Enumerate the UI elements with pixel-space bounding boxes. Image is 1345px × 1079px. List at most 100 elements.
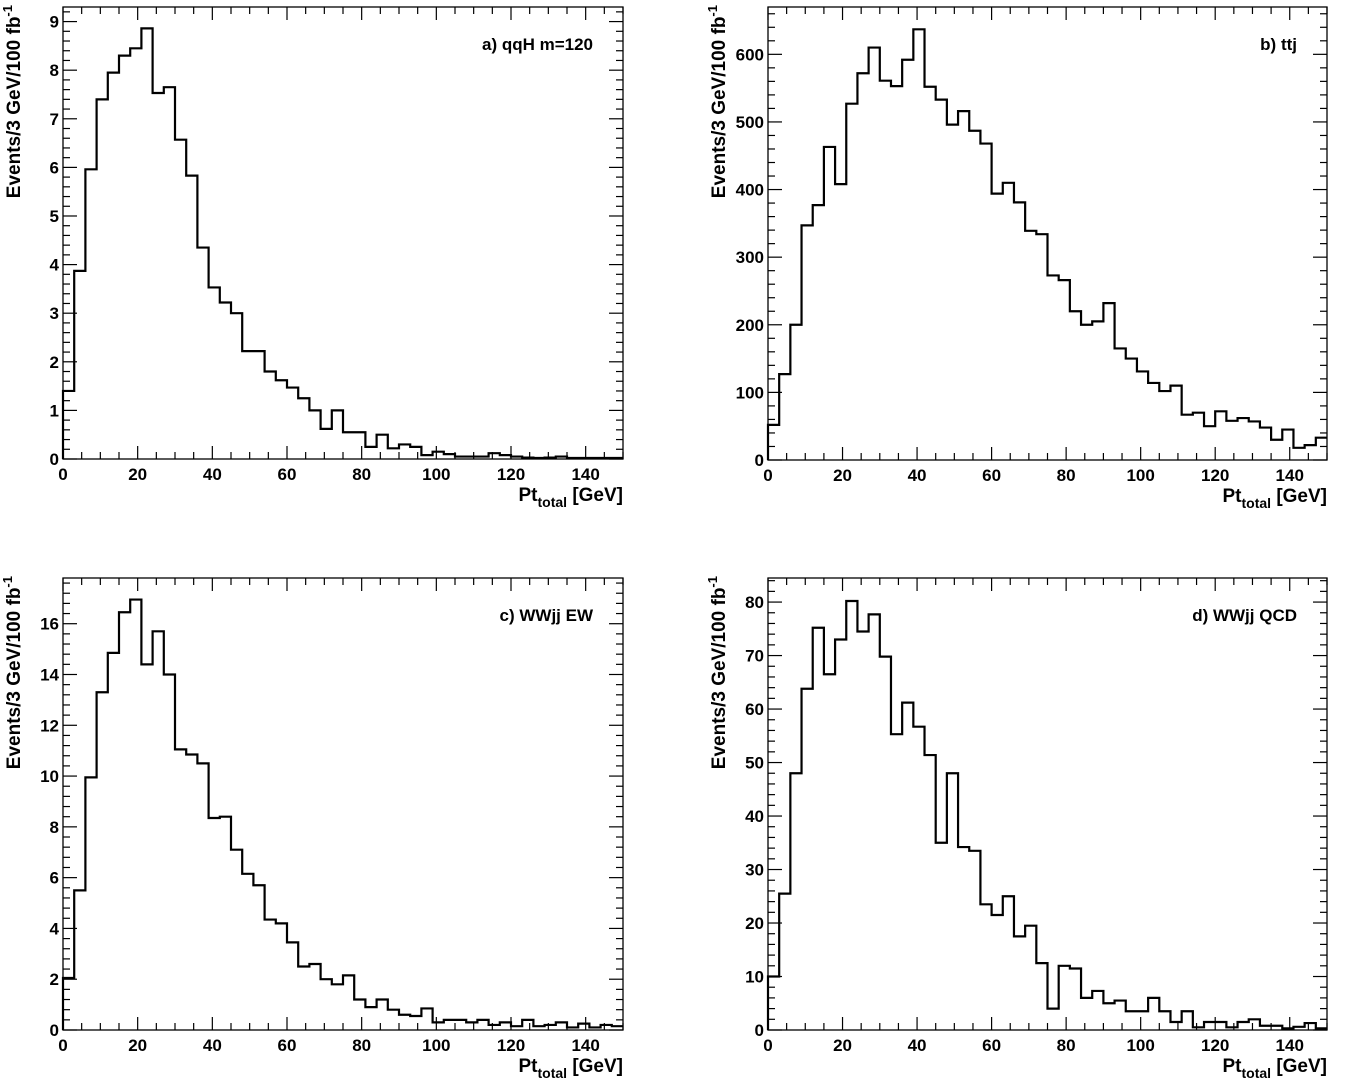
y-tick-label: 12 [40, 716, 59, 735]
x-tick-label: 40 [203, 1036, 222, 1055]
x-axis-title-subscript: total [1241, 495, 1271, 511]
y-tick-label: 8 [50, 61, 59, 80]
x-axis-title: Pttotal [GeV] [1222, 486, 1327, 511]
panel-label: a) qqH m=120 [482, 35, 593, 54]
y-tick-label: 6 [50, 869, 59, 888]
x-tick-label: 120 [1201, 1036, 1229, 1055]
y-tick-label: 10 [40, 767, 59, 786]
histogram-series [61, 27, 623, 460]
y-axis-title: Events/3 GeV/100 fb-1 [705, 5, 730, 198]
y-tick-label: 16 [40, 615, 59, 634]
x-axis-title-subscript: total [1241, 1065, 1271, 1079]
y-tick-label: 0 [50, 1021, 59, 1040]
y-tick-label: 20 [745, 914, 764, 933]
x-tick-label: 120 [497, 465, 525, 484]
x-axis-title-main: Pt [1222, 486, 1242, 507]
panel-2: 0 20 40 60 80 100 120 140 0 100 200 300 400 500 600 b) … [705, 5, 1328, 511]
y-axis-title-superscript: -1 [705, 576, 720, 588]
x-tick-label: 0 [58, 1036, 67, 1055]
y-tick-label: 2 [50, 353, 59, 372]
y-tick-label: 0 [50, 450, 59, 469]
y-tick-label: 1 [50, 401, 59, 420]
x-axis-title-subscript: total [537, 1065, 567, 1079]
x-tick-label: 120 [497, 1036, 525, 1055]
y-axis-title-superscript: -1 [0, 576, 15, 588]
y-axis-title: Events/3 GeV/100 fb-1 [0, 576, 25, 769]
x-tick-label: 100 [422, 1036, 450, 1055]
x-axis-title-unit: [GeV] [567, 1056, 623, 1077]
y-tick-label: 500 [736, 113, 764, 132]
y-tick-label: 40 [745, 807, 764, 826]
x-tick-label: 100 [422, 465, 450, 484]
x-tick-label: 40 [203, 465, 222, 484]
y-tick-label: 8 [50, 818, 59, 837]
x-tick-label: 0 [763, 466, 772, 485]
x-axis-title-unit: [GeV] [567, 485, 623, 506]
plot-frame [62, 6, 624, 460]
y-tick-label: 600 [736, 45, 764, 64]
plot-frame [62, 577, 624, 1031]
y-tick-label: 50 [745, 754, 764, 773]
x-tick-label: 0 [763, 1036, 772, 1055]
y-tick-label: 7 [50, 110, 59, 129]
y-tick-label: 14 [40, 665, 59, 684]
histogram-series [61, 598, 623, 1030]
x-tick-label: 60 [278, 465, 297, 484]
x-tick-label: 100 [1126, 466, 1154, 485]
y-tick-label: 2 [50, 970, 59, 989]
y-axis-title-main: Events/3 GeV/100 fb [4, 588, 25, 770]
y-axis-title-main: Events/3 GeV/100 fb [709, 17, 730, 199]
y-tick-label: 10 [745, 968, 764, 987]
histogram-series [766, 28, 1327, 460]
x-axis-title-main: Pt [518, 1056, 538, 1077]
x-tick-label: 20 [128, 465, 147, 484]
y-tick-label: 0 [755, 1021, 764, 1040]
x-tick-label: 0 [58, 465, 67, 484]
y-axis-title-superscript: -1 [0, 5, 15, 17]
y-tick-label: 100 [736, 383, 764, 402]
y-tick-label: 300 [736, 248, 764, 267]
y-axis-title: Events/3 GeV/100 fb-1 [0, 5, 25, 198]
y-tick-label: 4 [50, 919, 60, 938]
histogram-series [766, 599, 1327, 1030]
x-tick-label: 60 [278, 1036, 297, 1055]
y-tick-label: 3 [50, 304, 59, 323]
y-tick-label: 6 [50, 158, 59, 177]
y-axis-title-main: Events/3 GeV/100 fb [4, 17, 25, 199]
x-tick-label: 60 [982, 1036, 1001, 1055]
x-axis-title-unit: [GeV] [1271, 1056, 1327, 1077]
x-axis-title: Pttotal [GeV] [518, 485, 623, 510]
x-axis-title: Pttotal [GeV] [518, 1056, 623, 1079]
y-tick-label: 9 [50, 13, 59, 32]
x-tick-label: 20 [833, 466, 852, 485]
y-axis-title-main: Events/3 GeV/100 fb [709, 588, 730, 770]
y-tick-label: 0 [755, 451, 764, 470]
x-axis-title-unit: [GeV] [1271, 486, 1327, 507]
x-axis-title-main: Pt [518, 485, 538, 506]
x-tick-label: 80 [352, 465, 371, 484]
x-tick-label: 20 [833, 1036, 852, 1055]
y-tick-label: 80 [745, 593, 764, 612]
x-tick-label: 140 [1276, 466, 1304, 485]
y-tick-label: 5 [50, 207, 59, 226]
panel-4: 0 20 40 60 80 100 120 140 0 10 20 30 40 50 60 70 80 d) WW… [705, 576, 1328, 1079]
x-tick-label: 140 [571, 465, 599, 484]
panel-1: 0 20 40 60 80 100 120 140 0 1 2 3 4 5 6 7 8 9 a) qqH m=120… [0, 5, 624, 510]
y-tick-label: 60 [745, 700, 764, 719]
panel-label: b) ttj [1260, 35, 1297, 54]
y-tick-label: 4 [50, 256, 60, 275]
y-tick-label: 70 [745, 647, 764, 666]
y-tick-label: 30 [745, 861, 764, 880]
panel-3: 0 20 40 60 80 100 120 140 0 2 4 6 8 10 12 14 16 c) WWjj E… [0, 576, 624, 1079]
x-tick-label: 60 [982, 466, 1001, 485]
x-tick-label: 40 [908, 1036, 927, 1055]
x-tick-label: 40 [908, 466, 927, 485]
x-axis-title-subscript: total [537, 494, 567, 510]
x-tick-label: 80 [1057, 1036, 1076, 1055]
y-tick-label: 200 [736, 316, 764, 335]
x-axis-title: Pttotal [GeV] [1222, 1056, 1327, 1079]
panel-label: c) WWjj EW [500, 606, 594, 625]
panel-label: d) WWjj QCD [1192, 606, 1297, 625]
x-tick-label: 80 [352, 1036, 371, 1055]
